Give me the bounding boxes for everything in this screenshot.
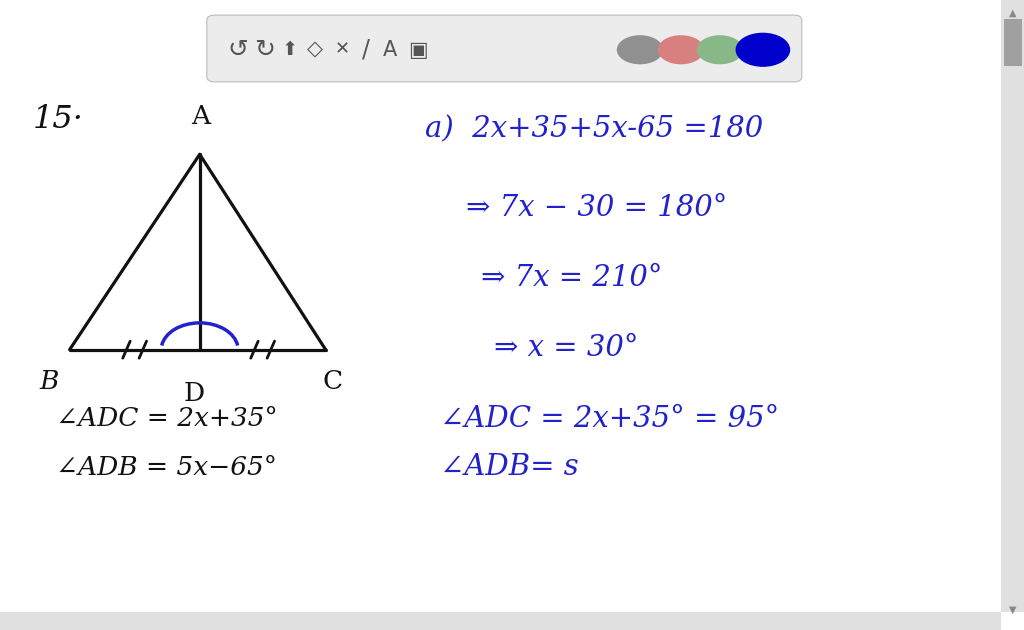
Text: ▣: ▣ (408, 40, 428, 60)
Text: ↺: ↺ (227, 38, 248, 62)
Text: ∠ADB= s: ∠ADB= s (440, 454, 579, 481)
FancyBboxPatch shape (207, 15, 802, 82)
Text: ⇒ x = 30°: ⇒ x = 30° (494, 334, 638, 362)
Text: ∠ADC = 2x+35° = 95°: ∠ADC = 2x+35° = 95° (440, 405, 779, 433)
Text: /: / (361, 38, 370, 62)
Text: ∠ADB = 5x−65°: ∠ADB = 5x−65° (56, 455, 278, 480)
Circle shape (697, 36, 742, 64)
Text: 15·: 15· (33, 104, 84, 135)
Circle shape (658, 36, 703, 64)
Text: ⬆: ⬆ (282, 40, 298, 59)
Text: ▲: ▲ (1009, 8, 1017, 18)
Circle shape (617, 36, 663, 64)
Text: B: B (40, 369, 58, 394)
Circle shape (736, 33, 790, 66)
Text: a)  2x+35+5x-65 =180: a) 2x+35+5x-65 =180 (425, 115, 763, 143)
Text: ⇒ 7x = 210°: ⇒ 7x = 210° (481, 265, 663, 292)
Text: A: A (383, 40, 397, 60)
Text: ⇒ 7x − 30 = 180°: ⇒ 7x − 30 = 180° (466, 194, 727, 222)
Text: D: D (184, 381, 205, 406)
Text: ◇: ◇ (307, 40, 324, 60)
Text: ↻: ↻ (254, 38, 274, 62)
Text: ▼: ▼ (1009, 605, 1017, 615)
Bar (0, 612, 1001, 630)
Bar (1001, 0, 1024, 612)
Bar (1004, 19, 1022, 66)
Text: ∠ADC = 2x+35°: ∠ADC = 2x+35° (56, 406, 279, 432)
Text: C: C (323, 369, 343, 394)
Text: A: A (191, 104, 210, 129)
Text: ✕: ✕ (335, 41, 349, 59)
